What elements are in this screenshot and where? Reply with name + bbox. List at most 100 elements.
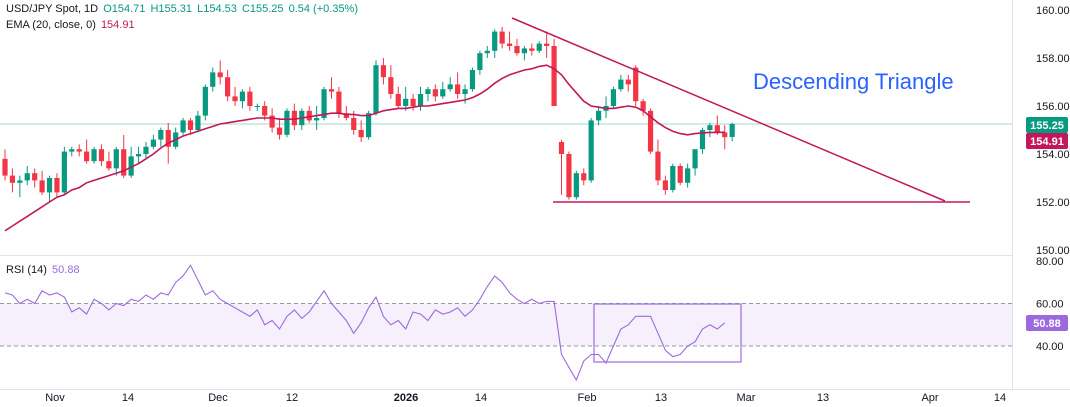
candle-body [69,149,75,152]
candle-body [343,113,349,118]
candle [529,43,535,56]
candle-body [314,118,320,121]
ema-label: EMA (20, close, 0) [6,19,96,31]
candle [328,77,335,99]
candle-body [536,43,542,51]
rsi-label: RSI (14) [6,264,47,276]
candle [506,31,513,51]
candle [625,74,631,92]
candle [76,144,82,157]
candle [581,168,587,186]
candle [380,58,387,85]
candle-body [596,110,602,121]
change-value: 0.54 (+0.35%) [288,3,358,15]
candle-body [610,89,617,106]
candle [2,149,8,181]
resistance-trendline [511,17,946,202]
candle [425,86,431,102]
candle [440,82,446,99]
candle [455,72,461,99]
candle-body [447,84,453,90]
candle-body [358,130,364,138]
candle-body [150,139,156,147]
candle-body [432,89,438,97]
candle-body [135,154,142,157]
price-badge-text: 155.25 [1030,120,1064,132]
rsi-tick-label: 80.00 [1036,256,1064,268]
ema-badge-bg [1026,133,1068,149]
candle-body [239,91,246,102]
candle [269,108,275,133]
ema-badge: 154.91 [1026,133,1068,149]
candle-body [32,173,38,181]
candle-body [328,89,335,92]
candle-body [477,53,483,70]
rsi-band [0,303,1012,347]
candle [180,118,186,135]
legend-ema: EMA (20, close, 0) 154.91 [6,19,137,31]
triangle-pattern: Descending Triangle [511,17,970,363]
candle-body [321,89,327,118]
candle [150,134,156,150]
candle [135,146,142,164]
candle [477,50,483,75]
candle-body [225,77,231,97]
time-tick-label: 13 [817,392,829,404]
candle [143,142,149,159]
candle [492,29,498,58]
candle [655,139,661,186]
candle [239,89,246,109]
candle-body [618,79,624,90]
candle [588,118,594,183]
candle-body [98,149,105,162]
candle-body [551,46,557,106]
candle-body [365,113,372,138]
candle [98,144,105,166]
candle [692,149,698,176]
candle-body [84,151,90,162]
time-tick-label: 14 [475,392,487,404]
candle [128,146,134,178]
candle [640,98,646,116]
candle [536,41,542,54]
candle-body [455,84,461,94]
candle-body [707,125,713,130]
candle-body [128,156,134,176]
candle [432,84,438,102]
candle-body [670,166,676,190]
candle-body [380,65,387,78]
candle [284,108,290,138]
price-tick-label: 150.00 [1036,245,1070,257]
candle-body [336,91,342,114]
candle [670,163,676,193]
price-tick-label: 152.00 [1036,197,1070,209]
candle-body [158,130,164,140]
candle [469,67,476,92]
price-tick-label: 156.00 [1036,101,1070,113]
candle [633,65,639,106]
ema-badge-text: 154.91 [1030,136,1064,148]
price-badge: 155.25 [1026,117,1068,133]
candle-body [262,106,268,116]
candle [484,46,490,58]
candle [610,86,617,109]
candle-body [276,127,283,135]
candle-body [714,125,720,133]
candle-body [2,158,8,176]
candle [729,122,735,142]
high-value: H155.31 [150,3,193,15]
candle [276,118,283,140]
candles [2,26,735,202]
legend-ohlc: USD/JPY Spot, 1D O154.71 H155.31 L154.53… [6,3,360,15]
candle [685,163,691,188]
time-tick-label: Nov [45,392,65,404]
candle [573,170,579,200]
time-tick-label: Apr [921,392,938,404]
candle [39,170,45,195]
candle [707,122,713,138]
candle [9,168,16,193]
candle [306,106,312,123]
candle-body [655,151,661,181]
candle [254,103,260,111]
